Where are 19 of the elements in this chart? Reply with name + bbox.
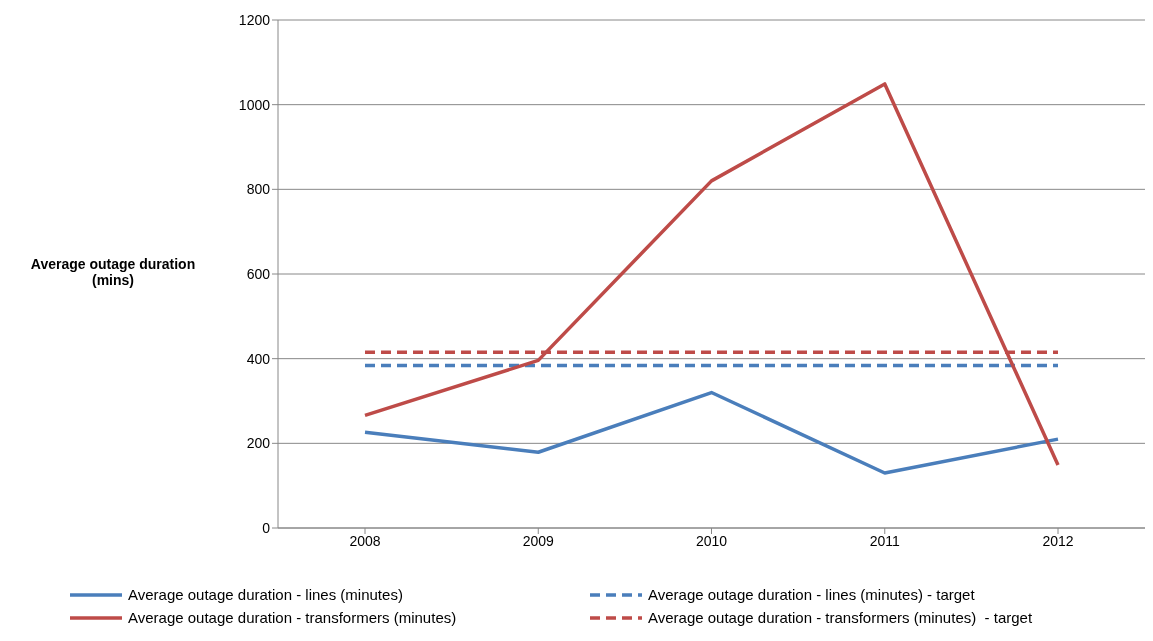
legend-label: Average outage duration - lines (minutes) <box>128 586 403 603</box>
legend-label: Average outage duration - transformers (minutes) <box>128 609 457 626</box>
line-series <box>363 390 1060 475</box>
y-tick-label: 800 <box>246 181 271 198</box>
y-tick-label: 400 <box>246 350 271 367</box>
y-tick-label: 0 <box>262 519 271 536</box>
x-tick-label: 2010 <box>695 532 728 549</box>
y-tick-label: 600 <box>246 265 271 282</box>
legend-label: Average outage duration - transformers (minutes) - target <box>648 609 1033 626</box>
x-tick-label: 2012 <box>1042 532 1074 549</box>
x-tick-label: 2011 <box>869 532 901 549</box>
y-tick-label: 1200 <box>238 11 271 28</box>
line-series <box>363 82 1060 467</box>
y-axis-title: Average outage duration (mins) <box>29 256 197 288</box>
legend-label: Average outage duration - lines (minutes) - target <box>648 586 975 603</box>
y-tick-label: 1000 <box>238 96 271 113</box>
x-tick-label: 2009 <box>522 532 555 549</box>
y-tick-label: 200 <box>246 435 271 452</box>
x-tick-label: 2008 <box>349 532 381 549</box>
